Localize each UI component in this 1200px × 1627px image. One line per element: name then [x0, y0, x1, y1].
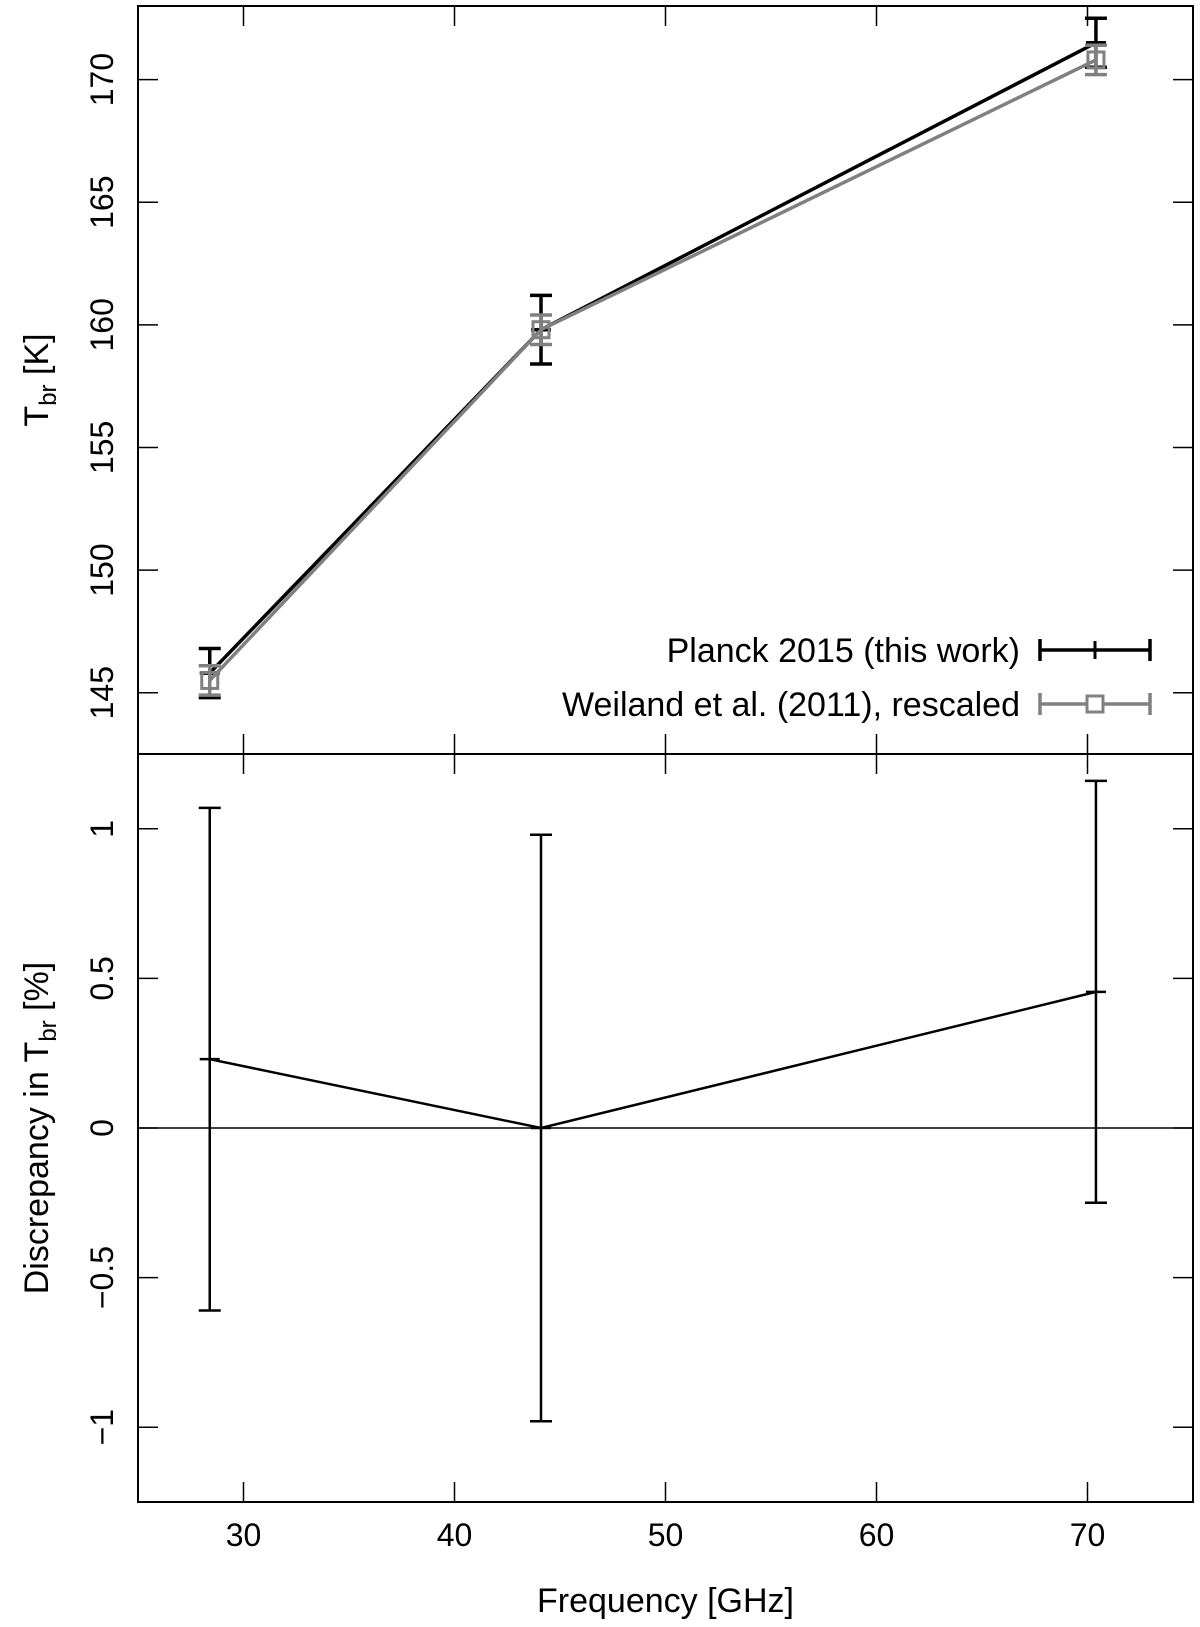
- y-tick-label: 160: [84, 298, 120, 351]
- series-weiland: [198, 43, 1107, 697]
- y-tick-label: 150: [84, 543, 120, 596]
- y-axis-title: Tbr [K]: [18, 333, 62, 426]
- series-line: [208, 58, 1097, 682]
- y-tick-label: 170: [84, 53, 120, 106]
- y-tick-label: 0: [84, 1119, 120, 1137]
- legend-label: Planck 2015 (this work): [667, 632, 1020, 670]
- y-axis-title: Discrepancy in Tbr [%]: [18, 962, 62, 1295]
- x-tick-label: 60: [859, 1517, 895, 1553]
- y-tick-label: −1: [84, 1409, 120, 1445]
- x-tick-label: 50: [648, 1517, 684, 1553]
- series-line: [208, 41, 1097, 675]
- series-line: [209, 990, 1097, 1130]
- legend-marker: [1085, 694, 1105, 714]
- y-tick-label: −0.5: [84, 1246, 120, 1309]
- data-point: [200, 670, 220, 690]
- y-tick-label: 165: [84, 176, 120, 229]
- y-tick-label: 1: [84, 820, 120, 838]
- panel-bottom: −1 −0.5 0 0.5 1 Discrepancy in Tbr [%]: [18, 753, 1194, 1503]
- y-tick-label: 145: [84, 666, 120, 719]
- y-tick-label: 0.5: [84, 956, 120, 1000]
- panel-top: 145 150 155 160 165 170 Tbr [K] Planck 2015 (th…: [18, 5, 1194, 755]
- y-tick-label: 155: [84, 421, 120, 474]
- x-tick-label: 30: [226, 1517, 262, 1553]
- data-point: [531, 320, 551, 340]
- plot-frame: [137, 5, 1194, 755]
- legend-label: Weiland et al. (2011), rescaled: [562, 686, 1020, 724]
- legend: Planck 2015 (this work) Weiland et al. (2…: [562, 632, 1152, 724]
- x-tick-label: 40: [437, 1517, 473, 1553]
- x-tick-label: 70: [1070, 1517, 1106, 1553]
- data-point: [1086, 50, 1106, 70]
- x-axis-title: Frequency [GHz]: [537, 1582, 794, 1620]
- series-discrepancy: [198, 779, 1107, 1423]
